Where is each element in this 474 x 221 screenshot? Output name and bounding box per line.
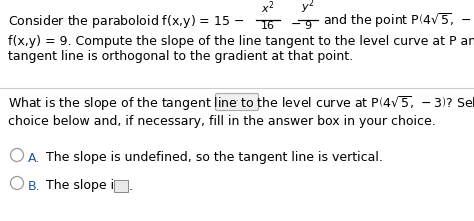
Text: The slope is undefined, so the tangent line is vertical.: The slope is undefined, so the tangent l…: [46, 152, 383, 164]
Text: Consider the paraboloid f(x,y) = 15 $-$: Consider the paraboloid f(x,y) = 15 $-$: [8, 13, 244, 30]
Text: $x^2$: $x^2$: [261, 0, 275, 16]
Text: $-$: $-$: [290, 17, 301, 30]
Text: 16: 16: [261, 21, 275, 31]
FancyBboxPatch shape: [114, 180, 128, 192]
Text: tangent line is orthogonal to the gradient at that point.: tangent line is orthogonal to the gradie…: [8, 50, 353, 63]
Text: .: .: [129, 179, 133, 192]
Text: 9: 9: [304, 21, 311, 31]
Text: A.: A.: [28, 152, 40, 164]
Text: and the point P$\left(4\sqrt{5},\,-3\right)$ on the level curve: and the point P$\left(4\sqrt{5},\,-3\rig…: [323, 11, 474, 30]
Text: choice below and, if necessary, fill in the answer box in your choice.: choice below and, if necessary, fill in …: [8, 115, 436, 128]
Text: B.: B.: [28, 179, 41, 192]
Text: The slope is: The slope is: [46, 179, 120, 192]
Text: f(x,y) = 9. Compute the slope of the line tangent to the level curve at P and ve: f(x,y) = 9. Compute the slope of the lin…: [8, 35, 474, 48]
FancyBboxPatch shape: [216, 93, 258, 110]
Text: · · ·: · · ·: [230, 97, 244, 107]
Text: $y^2$: $y^2$: [301, 0, 315, 16]
Text: What is the slope of the tangent line to the level curve at P$\left(4\sqrt{5},\,: What is the slope of the tangent line to…: [8, 94, 474, 113]
